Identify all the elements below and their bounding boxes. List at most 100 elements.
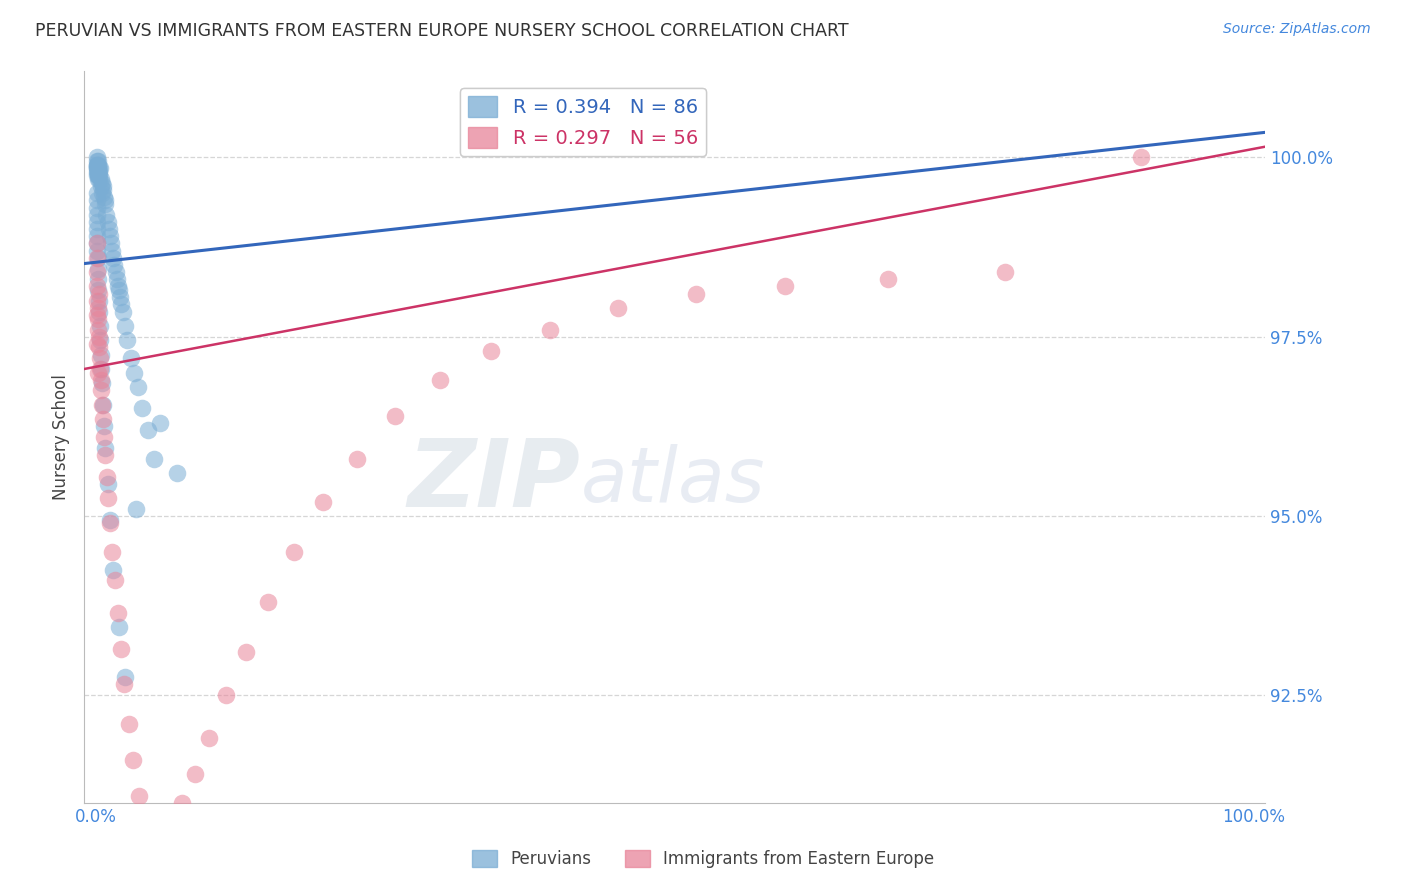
Point — [87, 261, 110, 276]
Point — [86, 158, 108, 172]
Point — [87, 329, 110, 343]
Point — [86, 165, 108, 179]
Point — [104, 265, 127, 279]
Point — [120, 351, 142, 366]
Point — [108, 283, 131, 297]
Point — [87, 366, 110, 380]
Point — [87, 165, 110, 179]
Point — [90, 348, 112, 362]
Point — [89, 304, 111, 318]
Point — [103, 251, 125, 265]
Point — [94, 197, 117, 211]
Point — [104, 574, 127, 588]
Point — [87, 293, 110, 308]
Point — [86, 161, 108, 176]
Point — [89, 169, 111, 183]
Point — [773, 279, 796, 293]
Point — [115, 333, 138, 347]
Point — [91, 183, 114, 197]
Point — [160, 817, 183, 831]
Point — [215, 688, 238, 702]
Point — [86, 165, 108, 179]
Point — [110, 297, 132, 311]
Point — [128, 789, 150, 803]
Point — [112, 677, 135, 691]
Point — [86, 279, 108, 293]
Point — [114, 670, 136, 684]
Point — [86, 222, 108, 236]
Point — [86, 336, 108, 351]
Point — [86, 158, 108, 172]
Point — [142, 451, 165, 466]
Point — [384, 409, 406, 423]
Point — [96, 208, 118, 222]
Point — [114, 318, 136, 333]
Point — [86, 265, 108, 279]
Point — [183, 767, 205, 781]
Point — [87, 158, 110, 172]
Point — [87, 165, 110, 179]
Point — [87, 172, 110, 186]
Point — [89, 351, 111, 366]
Point — [101, 244, 124, 258]
Point — [86, 236, 108, 251]
Point — [166, 466, 188, 480]
Point — [127, 380, 149, 394]
Point — [90, 179, 112, 194]
Point — [86, 236, 108, 251]
Point — [89, 286, 111, 301]
Point — [142, 824, 165, 838]
Point — [312, 494, 335, 508]
Point — [87, 311, 110, 326]
Y-axis label: Nursery School: Nursery School — [52, 374, 70, 500]
Point — [93, 419, 115, 434]
Point — [97, 222, 120, 236]
Point — [87, 283, 110, 297]
Point — [429, 373, 451, 387]
Point — [105, 272, 128, 286]
Point — [90, 362, 112, 376]
Text: ZIP: ZIP — [408, 435, 581, 527]
Point — [110, 290, 132, 304]
Point — [89, 333, 111, 347]
Point — [150, 828, 173, 842]
Point — [198, 731, 221, 746]
Point — [257, 595, 280, 609]
Point — [122, 366, 145, 380]
Point — [91, 412, 114, 426]
Point — [90, 172, 112, 186]
Point — [87, 341, 110, 355]
Point — [87, 165, 110, 179]
Point — [87, 172, 110, 186]
Point — [86, 301, 108, 315]
Point — [96, 215, 118, 229]
Point — [994, 265, 1017, 279]
Point — [87, 169, 110, 183]
Point — [86, 161, 108, 176]
Point — [149, 416, 172, 430]
Point — [98, 516, 121, 530]
Point — [1129, 150, 1152, 164]
Point — [91, 186, 114, 201]
Point — [134, 810, 156, 824]
Point — [606, 301, 628, 315]
Point — [538, 322, 561, 336]
Point — [100, 236, 122, 251]
Point — [93, 190, 115, 204]
Point — [86, 153, 108, 168]
Point — [235, 645, 257, 659]
Point — [86, 194, 108, 208]
Point — [86, 229, 108, 244]
Point — [86, 251, 108, 265]
Point — [86, 293, 108, 308]
Point — [103, 258, 125, 272]
Point — [86, 201, 108, 215]
Point — [93, 430, 115, 444]
Point — [91, 398, 114, 412]
Point — [90, 373, 112, 387]
Point — [107, 606, 129, 620]
Point — [346, 451, 368, 466]
Text: PERUVIAN VS IMMIGRANTS FROM EASTERN EUROPE NURSERY SCHOOL CORRELATION CHART: PERUVIAN VS IMMIGRANTS FROM EASTERN EURO… — [35, 22, 849, 40]
Point — [90, 384, 112, 398]
Point — [93, 179, 115, 194]
